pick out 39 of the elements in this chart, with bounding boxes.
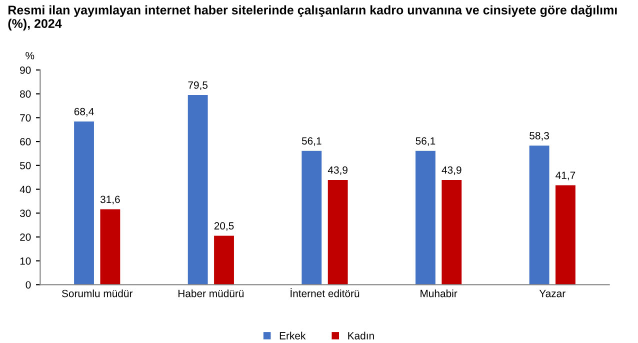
data-label: 58,3 (530, 132, 549, 141)
y-tick-label: 90 (20, 66, 31, 74)
chart-title: Resmi ilan yayımlayan internet haber sitelerinde çalışanların kadro unvanına ve cinsiyete göre dağılımı (%), 2024 (8, 5, 617, 30)
data-label: 56,1 (302, 137, 322, 146)
y-tick-label: 10 (20, 257, 31, 265)
bar (529, 146, 550, 285)
bar (442, 180, 462, 285)
y-tick-label: 40 (20, 186, 31, 194)
y-tick-label: 70 (20, 114, 31, 122)
y-tick-label: 80 (20, 90, 31, 98)
legend-label: Erkek (280, 332, 306, 340)
x-tick-label: Muhabir (420, 290, 458, 298)
data-label: 41,7 (556, 172, 576, 180)
data-label: 43,9 (328, 166, 348, 175)
legend-label: Kadın (348, 332, 374, 340)
bar (74, 122, 94, 285)
y-tick-label: 0 (26, 281, 31, 289)
data-label: 31,6 (100, 196, 120, 204)
y-tick-label: 50 (20, 162, 31, 170)
bar (214, 236, 234, 285)
data-label: 20,5 (214, 222, 234, 231)
bar (328, 180, 348, 285)
data-label: 56,1 (416, 137, 436, 146)
data-label: 43,9 (442, 166, 462, 175)
x-tick-label: Sorumlu müdür (62, 290, 133, 298)
y-tick-label: 60 (20, 138, 31, 146)
y-axis-title: % (26, 52, 34, 60)
bar (556, 185, 576, 285)
data-label: 68,4 (74, 108, 94, 117)
bar (100, 209, 120, 285)
y-tick-label: 30 (20, 210, 31, 217)
x-tick-label: İnternet editörü (290, 288, 360, 298)
x-tick-label: Haber müdürü (178, 290, 244, 298)
x-tick-label: Yazar (539, 290, 566, 298)
y-tick-label: 20 (20, 233, 31, 241)
bar (416, 150, 436, 285)
bar (188, 95, 208, 285)
bar (302, 150, 322, 285)
data-label: 79,5 (188, 81, 208, 90)
